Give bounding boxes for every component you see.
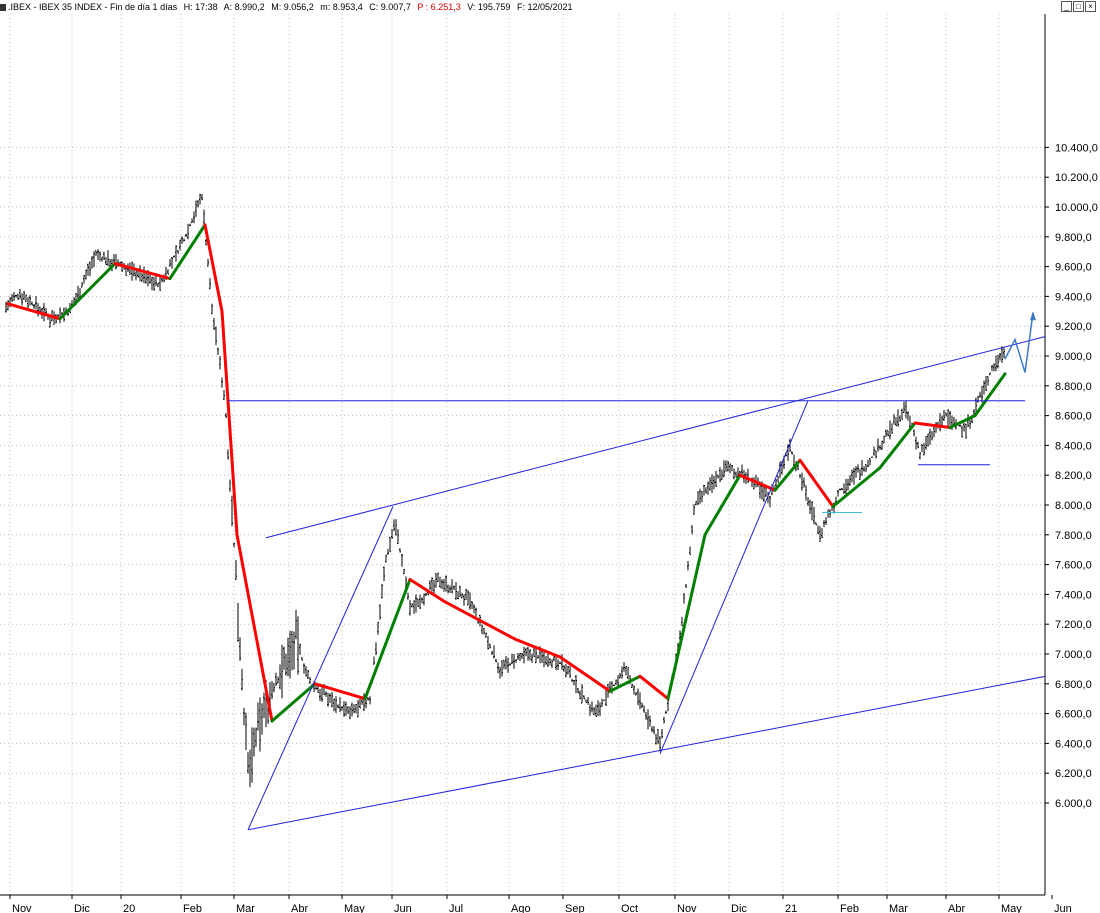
low-value: m: 8.953,4 [320,2,363,12]
y-tick-label: 9.800,0 [1055,232,1092,244]
ma-segment [220,309,239,537]
y-tick-label: 7.000,0 [1055,649,1092,661]
y-tick-label: 6.400,0 [1055,738,1092,750]
time-value: H: 17:38 [183,2,218,12]
close-value: C: 9.007,7 [369,2,411,12]
y-tick-label: 7.400,0 [1055,589,1092,601]
projection-path[interactable] [1004,312,1034,373]
close-icon[interactable]: × [1085,1,1096,12]
change-value: P : 6.251,3 [417,2,461,12]
y-tick-label: 8.400,0 [1055,440,1092,452]
ma-segment [558,655,612,693]
y-tick-label: 9.000,0 [1055,351,1092,363]
y-tick-label: 7.600,0 [1055,560,1092,572]
x-tick-label: Jun [394,903,412,913]
y-tick-label: 6.600,0 [1055,709,1092,721]
maximize-icon[interactable]: □ [1073,1,1084,12]
ma-segment [798,458,835,508]
ma-segment [608,674,642,693]
x-tick-label: Abr [948,903,965,913]
y-tick-label: 7.200,0 [1055,619,1092,631]
ma-segment [773,458,802,492]
ma-segment [168,223,207,281]
x-tick-label: Jul [449,903,463,913]
x-tick-label: Ago [511,903,531,913]
y-tick-label: 10.200,0 [1055,172,1098,184]
x-tick-label: May [344,903,365,913]
y-tick-label: 6.200,0 [1055,768,1092,780]
window-controls: _ □ × [1060,1,1096,12]
impulse-line-1[interactable] [247,506,394,831]
x-tick-label: Dic [731,903,747,913]
y-tick-label: 8.600,0 [1055,411,1092,423]
ma-segment [638,674,670,701]
x-tick-label: Feb [840,903,859,913]
chart-header: .IBEX - IBEX 35 INDEX - Fin de día 1 día… [0,0,1100,14]
ma-segment [408,578,447,604]
trendlines[interactable] [228,336,1046,831]
symbol-icon [0,4,6,12]
y-tick-label: 8.000,0 [1055,500,1092,512]
ma-segment [703,473,742,537]
y-tick-label: 9.400,0 [1055,291,1092,303]
impulse-line-2[interactable] [659,400,809,755]
x-tick-label: Mar [236,903,255,913]
minimize-icon[interactable]: _ [1061,1,1072,12]
ma-segment [270,682,317,723]
y-tick-label: 8.200,0 [1055,470,1092,482]
price-bars [5,193,1005,788]
grid [0,14,1045,895]
ma-segment [235,533,274,723]
ma-segment [363,578,412,701]
x-tick-label: Feb [183,903,202,913]
ma-segment [948,414,977,430]
y-tick-label: 10.400,0 [1055,142,1098,154]
y-tick-label: 8.800,0 [1055,381,1092,393]
ma-segment [973,372,1007,418]
x-tick-label: Abr [291,903,308,913]
x-tick-label: Nov [677,903,697,913]
volume-value: V: 195.759 [467,2,511,12]
upper-channel-line[interactable] [265,336,1046,539]
projection-arrow-icon [1030,311,1036,321]
open-value: A: 8.990,2 [223,2,265,12]
ma-segment [203,223,224,313]
ma-segment [666,533,707,701]
high-value: M: 9.056,2 [271,2,314,12]
ma-segment [313,682,367,701]
x-tick-label: Oct [621,903,638,913]
x-tick-label: Mar [889,903,908,913]
ma-segment [513,637,562,659]
x-tick-label: May [1001,903,1022,913]
ma-segment [831,466,882,508]
moving-average [6,223,1007,723]
y-tick-label: 6.800,0 [1055,679,1092,691]
x-tick-label: 21 [785,903,797,913]
y-tick-label: 7.800,0 [1055,530,1092,542]
x-tick-label: Nov [12,903,32,913]
date-value: F: 12/05/2021 [516,2,573,12]
ma-segment [738,473,777,492]
ma-segment [443,600,517,641]
y-tick-label: 9.600,0 [1055,262,1092,274]
ma-segment [6,302,62,321]
ma-segment [878,421,917,470]
y-tick-label: 9.200,0 [1055,321,1092,333]
ma-segment [913,421,952,430]
x-tick-label: Sep [565,903,585,913]
y-tick-label: 10.000,0 [1055,202,1098,214]
x-tick-label: Dic [74,903,90,913]
symbol-label: .IBEX - IBEX 35 INDEX - Fin de día 1 día… [8,2,178,12]
lower-channel-line[interactable] [247,675,1046,831]
x-tick-label: Jun [1054,903,1072,913]
x-tick-label: 20 [123,903,135,913]
ma-segment [58,262,117,321]
ma-segment [113,262,172,281]
y-tick-label: 6.000,0 [1055,798,1092,810]
